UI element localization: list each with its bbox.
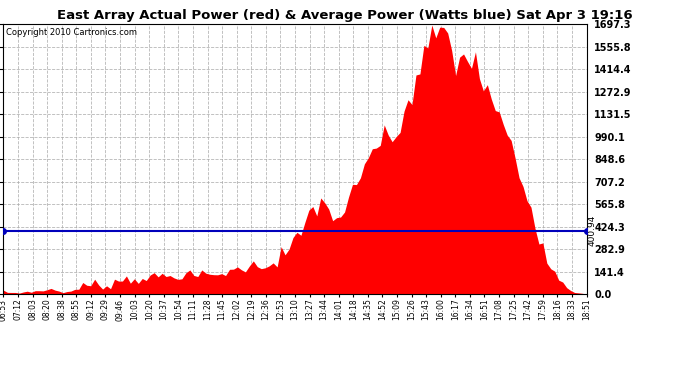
Text: 400.94: 400.94: [587, 215, 596, 246]
Text: Copyright 2010 Cartronics.com: Copyright 2010 Cartronics.com: [6, 28, 137, 38]
Text: East Array Actual Power (red) & Average Power (Watts blue) Sat Apr 3 19:16: East Array Actual Power (red) & Average …: [57, 9, 633, 22]
